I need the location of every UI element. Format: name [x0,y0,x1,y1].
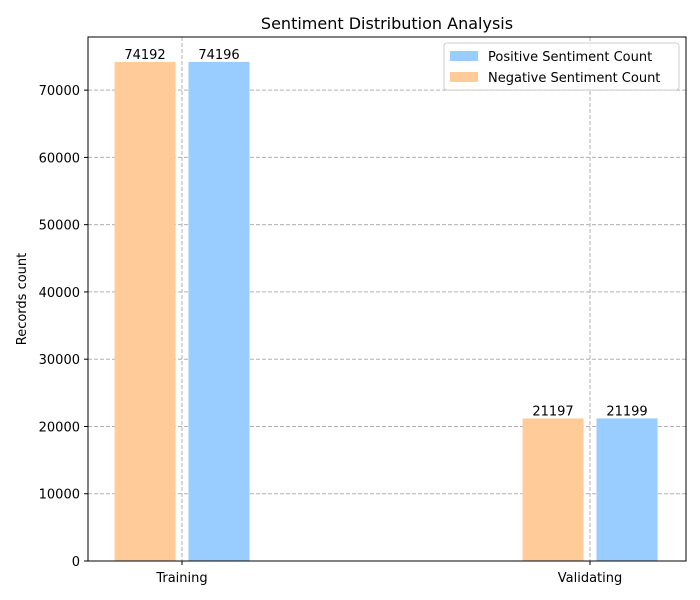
y-tick-label: 30000 [39,353,80,368]
y-tick-label: 10000 [39,488,80,503]
x-tick-label: Validating [558,571,623,586]
y-tick-label: 0 [72,555,80,570]
bar-value-label: 74196 [198,48,239,63]
bar [188,61,250,562]
y-tick-label: 60000 [39,151,80,166]
legend-swatch [450,72,478,82]
axes: 0 10000 20000 30000 40000 50000 60000 70000 Trai… [39,84,623,586]
y-axis-label: Records count [15,253,30,346]
x-tick-label: Training [155,571,207,586]
legend-swatch [450,51,478,61]
bar [114,61,176,561]
bars [114,61,658,562]
bar [522,418,584,561]
y-tick-label: 50000 [39,219,80,234]
y-tick-label: 40000 [39,286,80,301]
y-tick-label: 20000 [39,420,80,435]
legend-entry-label: Positive Sentiment Count [488,50,652,65]
bar-value-label: 74192 [124,48,165,63]
bar-value-label: 21197 [532,404,573,419]
legend: Positive Sentiment Count Negative Sentime… [443,42,680,91]
bar [596,418,658,561]
chart-title: Sentiment Distribution Analysis [261,14,513,33]
data-labels: 74192 21197 74196 21199 [124,48,647,420]
legend-box [443,42,680,91]
legend-entry-label: Negative Sentiment Count [488,71,660,86]
y-tick-label: 70000 [39,84,80,99]
bar-value-label: 21199 [606,404,647,419]
plot-area-frame [87,36,687,562]
